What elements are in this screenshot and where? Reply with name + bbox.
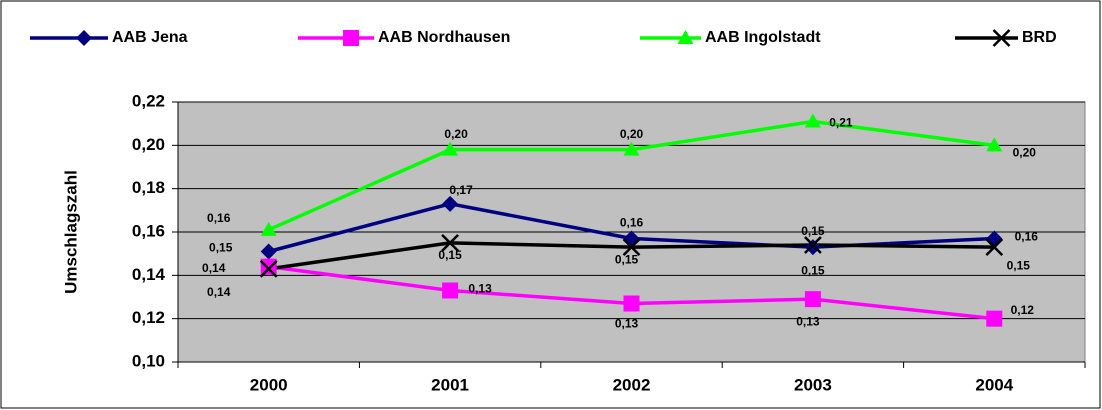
value-label: 0,17 [449, 183, 473, 197]
value-label: 0,20 [1013, 146, 1037, 160]
y-axis-title: Umschlagszahl [61, 170, 80, 294]
value-label: 0,16 [620, 216, 644, 230]
value-label: 0,20 [444, 127, 468, 141]
point-marker [260, 221, 277, 236]
y-tick-label: 0,14 [132, 265, 166, 284]
point-marker [260, 243, 277, 260]
legend-marker [76, 30, 92, 46]
value-label: 0,15 [1007, 258, 1031, 272]
point-marker [804, 291, 821, 308]
x-tick-label: 2004 [975, 375, 1013, 394]
point-marker [623, 141, 640, 156]
value-label: 0,13 [468, 282, 492, 296]
point-marker [622, 238, 641, 257]
point-marker [804, 236, 822, 254]
value-label: 0,15 [801, 263, 825, 277]
value-label: 0,14 [207, 285, 231, 299]
value-label: 0,16 [207, 211, 231, 225]
point-marker [442, 195, 459, 212]
y-tick-label: 0,10 [132, 351, 165, 370]
y-tick-label: 0,18 [132, 178, 165, 197]
value-label: 0,13 [615, 317, 639, 331]
value-label: 0,21 [829, 116, 853, 130]
y-tick-label: 0,12 [132, 308, 165, 327]
point-marker [260, 258, 277, 275]
value-label: 0,14 [202, 261, 226, 275]
point-marker [442, 141, 459, 156]
legend-marker [343, 30, 359, 46]
value-label: 0,15 [438, 248, 462, 262]
legend-label: BRD [1022, 29, 1057, 46]
value-label: 0,15 [209, 241, 233, 255]
point-marker [986, 310, 1003, 327]
point-marker [442, 282, 459, 299]
point-marker [986, 137, 1003, 152]
value-label: 0,16 [1015, 230, 1039, 244]
x-tick-label: 2003 [794, 375, 832, 394]
x-tick-label: 2002 [613, 375, 651, 394]
point-marker [259, 259, 278, 278]
legend-label: AAB Ingolstadt [705, 29, 821, 46]
y-tick-label: 0,16 [132, 221, 165, 240]
value-label: 0,15 [615, 252, 639, 266]
value-label: 0,15 [801, 224, 825, 238]
x-tick-label: 2001 [431, 375, 469, 394]
legend-marker [677, 30, 694, 44]
x-tick-label: 2000 [250, 375, 288, 394]
point-marker [985, 238, 1004, 257]
value-label: 0,20 [620, 127, 644, 141]
legend-label: AAB Jena [112, 29, 188, 46]
y-tick-label: 0,22 [132, 91, 165, 110]
point-marker [623, 295, 640, 312]
legend-marker [992, 29, 1011, 47]
point-marker [441, 233, 459, 252]
value-label: 0,12 [1011, 303, 1035, 317]
y-tick-label: 0,20 [132, 135, 165, 154]
point-marker [804, 113, 821, 128]
legend-label: AAB Nordhausen [378, 29, 510, 46]
value-label: 0,13 [796, 314, 820, 328]
point-marker [804, 239, 821, 256]
